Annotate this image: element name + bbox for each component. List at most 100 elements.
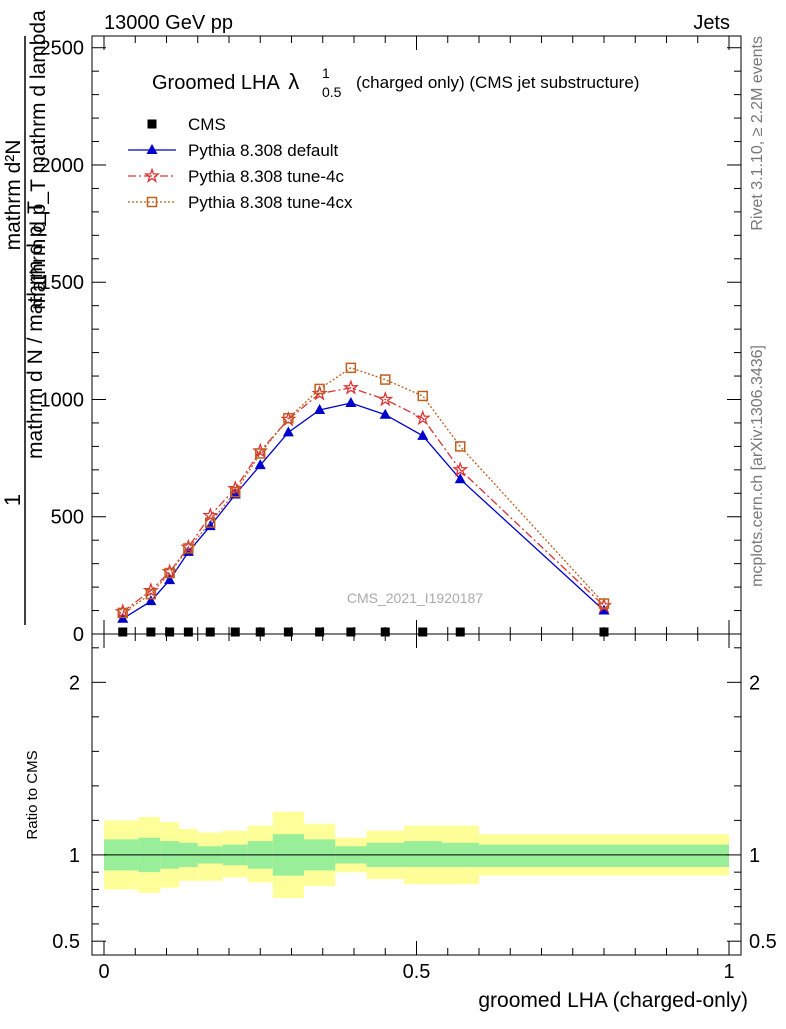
series-3 [117,362,610,619]
data-point [345,362,357,374]
data-point [146,627,156,637]
x-tick-label: 0.5 [403,961,431,983]
main-y-label-norm: mathrm d N / mathrm d p_T [24,201,47,459]
ratio-y-tick-label-left: 0.5 [52,931,80,953]
plot-title-subscript: 0.5 [322,84,342,100]
legend-entry: Pythia 8.308 tune-4c [128,167,344,186]
data-point [254,459,266,470]
ratio-x-ticks: 0 0.5 1 [98,634,735,983]
plot-title-symbol: λ [288,69,299,94]
series-2 [114,379,613,619]
main-y-tick-label-zero: 0 [73,624,84,646]
x-tick-label: 1 [723,961,734,983]
ratio-y-tick-label-left: 2 [69,672,80,694]
data-point [205,517,216,528]
legend-marker [143,167,161,183]
ratio-plot-frame [91,633,742,956]
data-point [380,627,390,637]
data-point [599,627,609,637]
data-point [314,383,325,395]
data-point [455,441,466,452]
ratio-plot-panel: 0.5 0.51 12 2 0 0.5 1 Ratio to CMS groomed LH… [24,633,777,1012]
ratio-y-tick-label-right: 0.5 [749,931,777,953]
data-point [164,574,176,585]
main-y-label-numerator: mathrm d²N [2,140,25,251]
data-point [165,627,175,637]
legend-label: Pythia 8.308 tune-4cx [188,193,353,212]
data-point [345,397,357,408]
main-y-tick-label: 2000 [40,155,85,177]
data-point [315,627,325,637]
mcplots-label: mcplots.cern.ch [arXiv:1306.3436] [749,345,766,587]
series-line [122,367,605,614]
ratio-y-tick-label-left: 1 [69,845,80,867]
data-point [346,627,356,637]
rivet-version-label: Rivet 3.1.10, ≥ 2.2M events [749,36,766,231]
data-point [417,429,429,440]
data-point [414,409,431,426]
ratio-y-label: Ratio to CMS [24,750,41,839]
main-y-tick-label: 1000 [40,389,85,411]
process-label: Jets [693,12,730,34]
legend-entry: Pythia 8.308 tune-4cx [128,193,353,212]
data-point [455,627,465,637]
data-point [230,627,240,637]
plot-title-suffix: (charged only) (CMS jet substructure) [356,73,639,92]
ratio-band-stat [479,844,729,867]
main-y-axis-label: 1 mathrm d N / mathrm d p_T mathrm d²N m… [0,10,50,625]
main-series-group [114,362,613,637]
data-point [417,390,428,402]
main-y-label-denominator: mathrm d p_T mathrm d lambda [27,10,50,310]
legend-label: Pythia 8.308 default [188,141,339,160]
main-y-tick-label: 1500 [40,272,85,294]
data-point [117,607,128,619]
data-point [145,588,157,600]
plot-title-superscript: 1 [322,65,330,81]
data-point [379,408,391,419]
legend-marker [146,196,158,208]
series-0 [118,627,609,637]
legend-marker [146,144,158,154]
data-point [118,627,128,637]
data-point [283,627,293,637]
plot-title: Groomed LHA λ [152,69,299,94]
data-point [418,627,428,637]
series-line [122,402,605,620]
data-point [255,448,266,459]
x-axis-label: groomed LHA (charged-only) [478,989,748,1012]
legend-entry: Pythia 8.308 default [128,141,339,160]
data-point [145,595,157,606]
data-point [164,567,175,579]
legend-entry: CMS [147,115,226,134]
energy-label: 13000 GeV pp [104,12,233,34]
ratio-y-ticks: 0.5 0.5 1 1 2 2 [52,647,777,953]
data-point [230,486,241,498]
data-point [314,404,326,415]
data-point [205,627,215,637]
data-point [283,413,294,424]
main-y-ticks: 500 1000 1500 2000 2500 0 [40,38,741,646]
data-point [452,461,469,477]
data-point [598,604,610,615]
main-plot-panel: 500 1000 1500 2000 2500 0 Groomed LHA λ 1 0.5… [40,35,742,646]
legend-label: Pythia 8.308 tune-4c [188,167,344,186]
series-1 [117,397,610,623]
data-point [282,426,294,437]
plot-title-text: Groomed LHA [152,72,280,94]
ratio-band-stat [404,841,442,867]
legend: CMS Pythia 8.308 default Pythia 8.308 tune… [128,115,353,212]
legend-label: CMS [188,115,226,134]
legend-marker [147,119,157,129]
main-y-tick-label: 500 [51,507,84,529]
data-point [183,627,193,637]
data-point [454,473,466,484]
x-tick-label: 0 [98,961,109,983]
main-y-tick-label: 2500 [40,38,85,60]
data-point [377,391,394,407]
data-point [183,543,194,554]
main-y-label-factor: 1 [0,494,25,506]
data-point [598,598,610,609]
data-point [380,374,391,385]
ratio-y-tick-label-right: 1 [749,845,760,867]
